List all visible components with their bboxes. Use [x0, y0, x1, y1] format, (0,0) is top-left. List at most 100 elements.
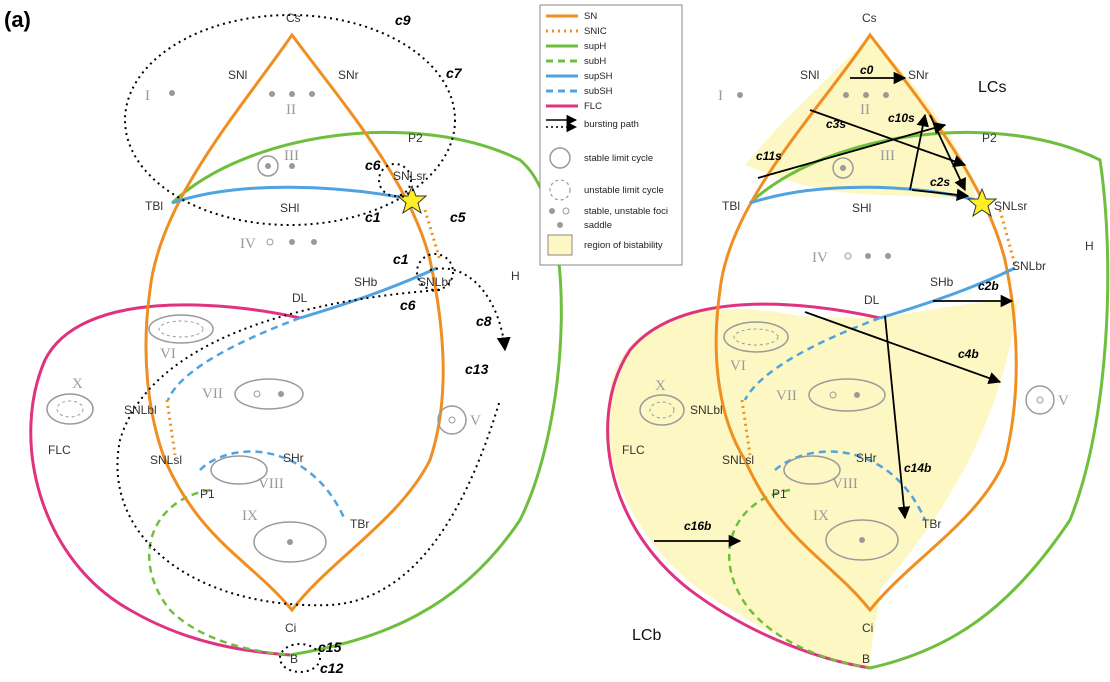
right-SNIC-right: [998, 209, 1017, 266]
left-focus-I: [169, 90, 175, 96]
right-cycle-VI: [723, 321, 789, 353]
right-region-IV: IV: [812, 250, 828, 266]
left-focus-IX: [287, 539, 293, 545]
left-FLC-curve: [29, 303, 301, 657]
left-label-TBl: TBl: [145, 199, 163, 213]
left-label-SNr: SNr: [338, 68, 359, 82]
right-path-label-c14b: c14b: [904, 461, 931, 475]
right-focus-VII-b: [854, 392, 860, 398]
right-label-SHl: SHl: [852, 201, 871, 215]
right-path-label-c0: c0: [860, 63, 874, 77]
left-region-II: II: [286, 102, 296, 118]
panel-label: (a): [4, 7, 31, 32]
legend: SN SNIC supH subH supSH subSH FLC bursti…: [539, 4, 683, 266]
right-FLC-curve: [606, 302, 881, 670]
legend-label-SN: SN: [584, 11, 597, 22]
right-focus-I: [737, 92, 743, 98]
left-label-P2: P2: [408, 131, 423, 145]
left-path-c8: [429, 267, 511, 352]
left-region-V: V: [470, 413, 481, 429]
right-label-Ci: Ci: [862, 621, 873, 635]
right-path-c3s: [809, 109, 967, 168]
left-cycle-VII: [234, 378, 304, 410]
left-focus-II-c: [309, 91, 315, 97]
legend-swatch-bistability: [547, 234, 573, 256]
left-label-DL: DL: [292, 291, 308, 305]
right-subSH-VI: [743, 316, 881, 401]
right-ucycle-X: [649, 401, 675, 419]
legend-label-FLC: FLC: [584, 101, 602, 112]
right-path-c10s-up: [909, 113, 929, 191]
right-path-label-c3s: c3s: [826, 117, 846, 131]
right-label-LCb: LCb: [632, 627, 661, 644]
right-focus-III: [840, 165, 846, 171]
right-path-c11s: [757, 122, 947, 179]
right-label-H: H: [1085, 239, 1094, 253]
left-label-SHr: SHr: [283, 451, 304, 465]
legend-label-bistability: region of bistability: [584, 240, 663, 251]
left-cycle-c6b: c6: [400, 297, 416, 313]
right-SN-lens: [714, 32, 1018, 613]
left-SNIC-left: [165, 399, 177, 456]
left-region-I: I: [145, 88, 150, 104]
left-label-Cs: Cs: [286, 11, 301, 25]
left-cycle-c7: c7: [446, 65, 463, 81]
left-SHb-curve: [299, 266, 438, 320]
left-region-III: III: [284, 148, 299, 164]
left-cycle-VI: [148, 314, 214, 344]
right-path-label-c11s: c11s: [756, 149, 782, 163]
legend-swatch-stable-focus: [549, 208, 555, 214]
right-stable-cycle-III: [832, 157, 854, 179]
left-subH-curve: [147, 488, 291, 657]
right-label-P2: P2: [982, 131, 997, 145]
right-label-SNLsr: SNLsr: [994, 199, 1027, 213]
right-label-B: B: [862, 652, 870, 666]
left-region-VII: VII: [202, 386, 223, 402]
right-region-III: III: [880, 148, 895, 164]
right-label-LCs: LCs: [978, 79, 1006, 96]
left-region-IX: IX: [242, 508, 258, 524]
left-focus-VII-b: [278, 391, 284, 397]
left-focus-II-b: [289, 91, 295, 97]
right-label-SNLbl: SNLbl: [690, 403, 723, 417]
left-label-SNl: SNl: [228, 68, 247, 82]
left-label-SNLsl: SNLsl: [150, 453, 182, 467]
left-focus-III: [265, 163, 271, 169]
left-focus-V: [448, 416, 456, 424]
left-cycle-c15: c15: [318, 639, 342, 655]
left-cycle-c8: c8: [476, 313, 492, 329]
legend-label-SNIC: SNIC: [584, 26, 607, 37]
right-cycle-VIII: [783, 455, 841, 485]
left-path-c6: [378, 163, 412, 197]
left-supH-curve: [170, 130, 563, 657]
legend-swatch-stable-cycle: [549, 147, 571, 169]
left-label-B: B: [290, 652, 298, 666]
right-subSH-VIII: [774, 450, 927, 521]
right-focus-IV-b: [865, 253, 871, 259]
legend-label-saddle: saddle: [584, 220, 612, 231]
legend-swatch-saddle: [557, 222, 563, 228]
left-focus-VII-a: [253, 390, 261, 398]
left-cycle-c13: c13: [465, 361, 489, 377]
left-cycle-c5: c5: [450, 209, 466, 225]
legend-label-foci: stable, unstable foci: [584, 206, 668, 217]
left-label-SNLbr: SNLbr: [418, 275, 452, 289]
left-subSH-VI: [166, 316, 301, 401]
right-path-c4b: [804, 311, 1002, 385]
legend-swatch-unstable-focus: [562, 207, 570, 215]
right-subH-curve: [727, 488, 871, 670]
legend-swatch-unstable-cycle: [549, 179, 571, 201]
right-region-VIII: VIII: [832, 476, 858, 492]
legend-box: [539, 4, 683, 266]
right-focus-V: [1036, 396, 1044, 404]
right-label-TBr: TBr: [922, 517, 941, 531]
right-label-SNl: SNl: [800, 68, 819, 82]
left-path-c9: [124, 14, 456, 226]
right-label-SNr: SNr: [908, 68, 929, 82]
right-label-SNLbr: SNLbr: [1012, 259, 1046, 273]
right-region-VII: VII: [776, 388, 797, 404]
right-label-FLC: FLC: [622, 443, 645, 457]
right-path-label-c4b: c4b: [958, 347, 979, 361]
left-label-SHb: SHb: [354, 275, 378, 289]
